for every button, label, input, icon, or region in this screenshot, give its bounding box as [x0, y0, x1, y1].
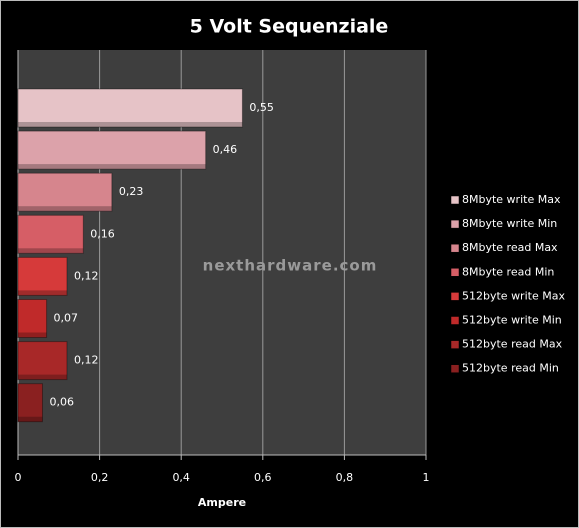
value-label: 0,23 — [119, 185, 144, 198]
bar-shade — [18, 206, 112, 212]
bar-shade — [18, 290, 67, 296]
bar — [17, 172, 113, 212]
legend-label: 512byte read Min — [462, 362, 559, 375]
legend-label: 8Mbyte read Max — [462, 241, 558, 254]
watermark: nexthardware.com — [203, 257, 378, 275]
x-tick-label: 0,2 — [91, 471, 109, 484]
bar-shade — [18, 164, 206, 170]
bar — [17, 88, 243, 128]
chart-title: 5 Volt Sequenziale — [190, 16, 389, 38]
x-tick-label: 1 — [423, 471, 430, 484]
bar-shade — [18, 332, 47, 338]
legend-label: 8Mbyte write Max — [462, 193, 561, 206]
value-label: 0,12 — [74, 354, 99, 367]
bar — [17, 383, 43, 423]
legend-swatch — [450, 316, 460, 325]
bar — [17, 256, 68, 296]
legend-swatch — [450, 364, 460, 373]
x-tick-label: 0 — [15, 471, 22, 484]
legend-label: 512byte write Min — [462, 314, 562, 327]
value-label: 0,16 — [90, 227, 115, 240]
bar-shade — [18, 416, 43, 422]
value-label: 0,55 — [249, 101, 274, 114]
legend-swatch — [450, 292, 460, 301]
legend-swatch — [450, 219, 460, 229]
value-label: 0,07 — [54, 312, 78, 325]
value-label: 0,12 — [74, 269, 99, 282]
legend-label: 512byte read Max — [462, 338, 563, 351]
legend-swatch — [450, 268, 460, 277]
x-tick-label: 0,8 — [336, 471, 354, 484]
bar — [17, 341, 68, 381]
legend-swatch — [450, 340, 460, 349]
bar-shade — [18, 248, 84, 254]
value-label: 0,06 — [49, 396, 73, 409]
legend-swatch — [450, 195, 460, 205]
value-label: 0,46 — [213, 143, 238, 156]
x-tick-label: 0,6 — [254, 471, 272, 484]
legend-swatch — [450, 243, 460, 253]
bar — [17, 130, 207, 170]
bar-shade — [18, 374, 67, 380]
legend-label: 8Mbyte read Min — [462, 265, 554, 278]
bar — [17, 299, 48, 338]
x-axis-title: Ampere — [198, 496, 246, 509]
legend-label: 512byte write Max — [462, 289, 565, 302]
bar-shade — [18, 122, 243, 127]
x-tick-label: 0,4 — [172, 471, 190, 484]
legend-label: 8Mbyte write Min — [462, 217, 557, 230]
bar — [17, 214, 84, 254]
